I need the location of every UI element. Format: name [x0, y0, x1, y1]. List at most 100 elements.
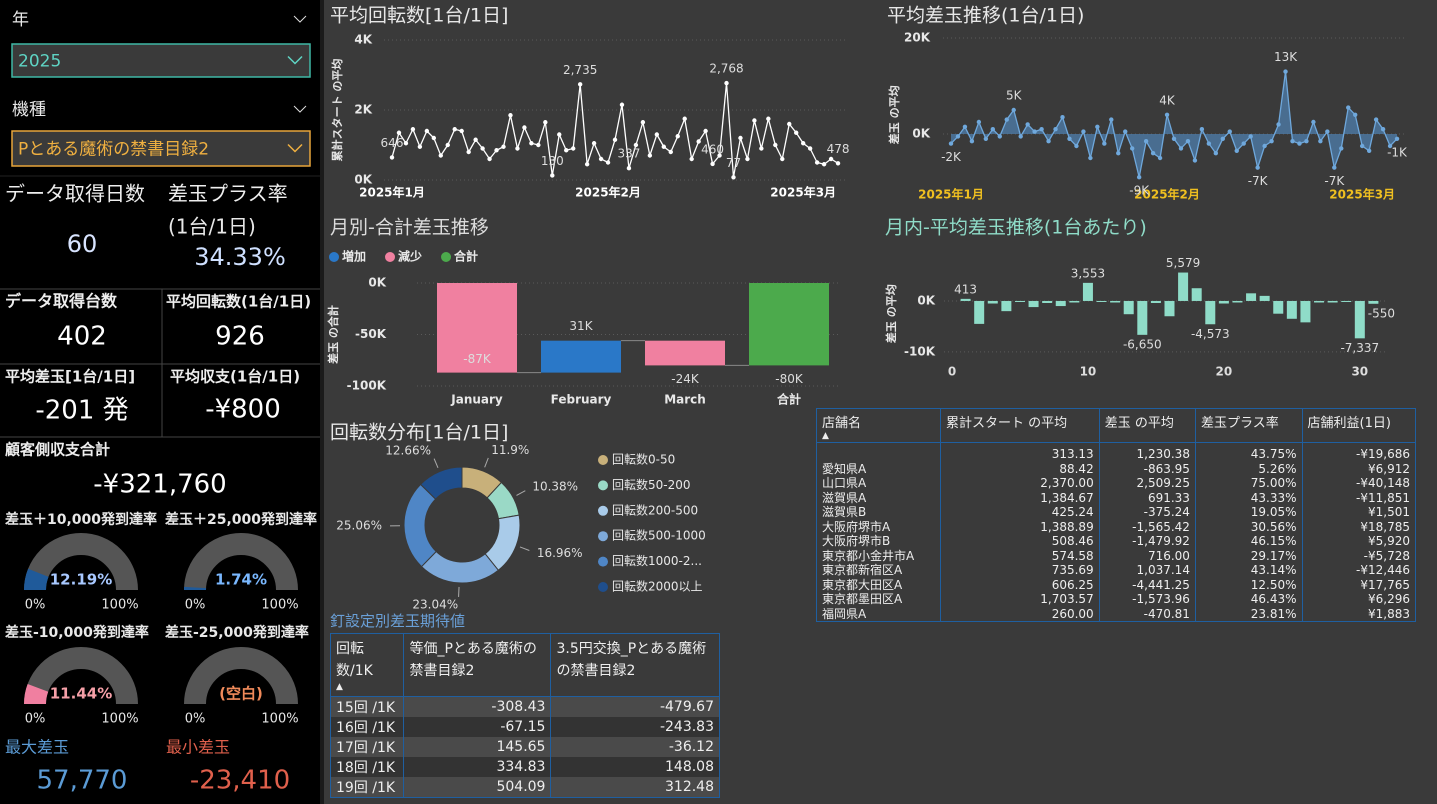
point [780, 156, 785, 162]
gauge-value [24, 568, 49, 591]
point [668, 149, 673, 155]
table-cell: 12.50% [1195, 577, 1303, 592]
gauge-track [24, 647, 138, 705]
bar [1368, 300, 1379, 304]
table-cell: 88.42 [940, 461, 1100, 476]
bar [1137, 300, 1148, 335]
data-label: 4K [1159, 93, 1176, 107]
x-tick-label: 30 [1351, 365, 1368, 379]
bar [987, 300, 998, 304]
header-text: 等価_Pとある魔術の禁書目録2 [409, 641, 537, 679]
gauge-min: 0% [185, 712, 206, 727]
x-tick-label: 2025年2月 [1134, 187, 1200, 202]
point [633, 142, 639, 148]
table-cell: ¥5,920 [1302, 534, 1417, 549]
table-cell: 29.17% [1195, 548, 1303, 563]
gauge-max: 100% [261, 598, 298, 613]
point [1102, 141, 1107, 146]
point [529, 141, 534, 146]
data-label: -7K [1324, 174, 1345, 188]
point [626, 166, 632, 171]
slicer-value: 2025 [18, 52, 61, 72]
data-label: -7K [1248, 174, 1269, 188]
column-header: 等価_Pとある魔術の禁書目録2 [403, 633, 552, 697]
table-row: 愛知県A 88.42 -863.95 5.26% ¥6,912 [816, 461, 1417, 476]
table-cell: 18回 /1K [330, 757, 405, 777]
table-cell: 東京都墨田区A [816, 592, 941, 607]
table-cell: 716.00 [1099, 548, 1196, 563]
bar [1218, 300, 1229, 304]
data-label: 2,735 [563, 63, 597, 77]
point [577, 82, 583, 87]
gauge-track [184, 533, 298, 591]
data-label: 337 [618, 147, 641, 161]
point [1053, 127, 1058, 132]
point [1081, 129, 1086, 134]
bar [645, 340, 725, 366]
point [487, 156, 492, 162]
x-tick-label: 2025年2月 [575, 185, 641, 200]
gauge-min: 0% [185, 598, 206, 613]
bar [1341, 300, 1352, 302]
point [766, 116, 771, 121]
header-text: 差玉 の平均 [1104, 416, 1174, 431]
bar [1055, 300, 1066, 307]
table-cell: -¥5,728 [1302, 548, 1417, 563]
point [605, 160, 611, 165]
header-row: 店舗名 ▲ 累計スタート の平均 差玉 の平均 差玉プラス率 店舗利益(1日) [816, 408, 1417, 443]
point [948, 141, 954, 146]
point [1032, 129, 1037, 134]
point [1304, 139, 1309, 144]
gauge-max: 100% [101, 712, 138, 727]
data-label: -2K [941, 150, 962, 164]
gauge-max: 100% [101, 598, 138, 613]
table-row: 16回 /1K -67.15 -243.83 [330, 717, 720, 737]
data-label: 5,579 [1166, 256, 1200, 270]
point [1130, 146, 1135, 151]
leader [433, 458, 439, 469]
y-tick-label: -50K [355, 327, 387, 341]
data-label: 10.38% [532, 479, 578, 493]
point [598, 156, 604, 162]
point [438, 153, 443, 158]
bar [1259, 295, 1270, 301]
header-text: 差玉プラス率 [1200, 416, 1279, 431]
table-cell: -479.67 [550, 696, 720, 717]
card-label: 差玉プラス率 [168, 182, 288, 206]
data-label: 23.04% [412, 597, 458, 611]
point [515, 146, 520, 151]
y-tick-label: 20K [904, 31, 931, 45]
table-row: 19回 /1K 504.09 312.48 [330, 777, 720, 798]
column-header: 差玉プラス率 [1194, 408, 1303, 443]
table-cell: -4,441.25 [1099, 577, 1196, 592]
point [724, 80, 729, 86]
point [835, 161, 841, 166]
point [564, 148, 569, 153]
point [445, 142, 450, 148]
chart-title: 回転数分布[1台/1日] [330, 422, 508, 444]
data-label: -9K [1129, 184, 1150, 198]
point [473, 137, 478, 142]
table-cell: 1,230.38 [1099, 442, 1196, 462]
point [969, 139, 975, 144]
table-row: 東京都小金井市A 574.58 716.00 29.17% -¥5,728 [816, 548, 1417, 563]
point [1109, 117, 1114, 122]
chart-title: 月内-平均差玉推移(1台あたり) [885, 217, 1147, 239]
point [814, 160, 820, 165]
table-cell: -¥11,851 [1302, 490, 1417, 505]
point [1150, 151, 1156, 156]
point [1192, 158, 1198, 163]
point [1380, 127, 1386, 132]
point [1353, 112, 1358, 118]
point [1332, 165, 1337, 170]
point [717, 153, 722, 158]
table-cell: 334.83 [403, 757, 552, 777]
table-cell: 75.00% [1195, 476, 1303, 491]
table-cell: ¥18,785 [1302, 519, 1417, 534]
bar [1069, 300, 1080, 303]
legend-swatch [598, 531, 608, 542]
point [501, 144, 506, 149]
table-cell: -1,565.42 [1099, 519, 1196, 534]
slicer-box [11, 43, 311, 78]
point [612, 137, 618, 142]
